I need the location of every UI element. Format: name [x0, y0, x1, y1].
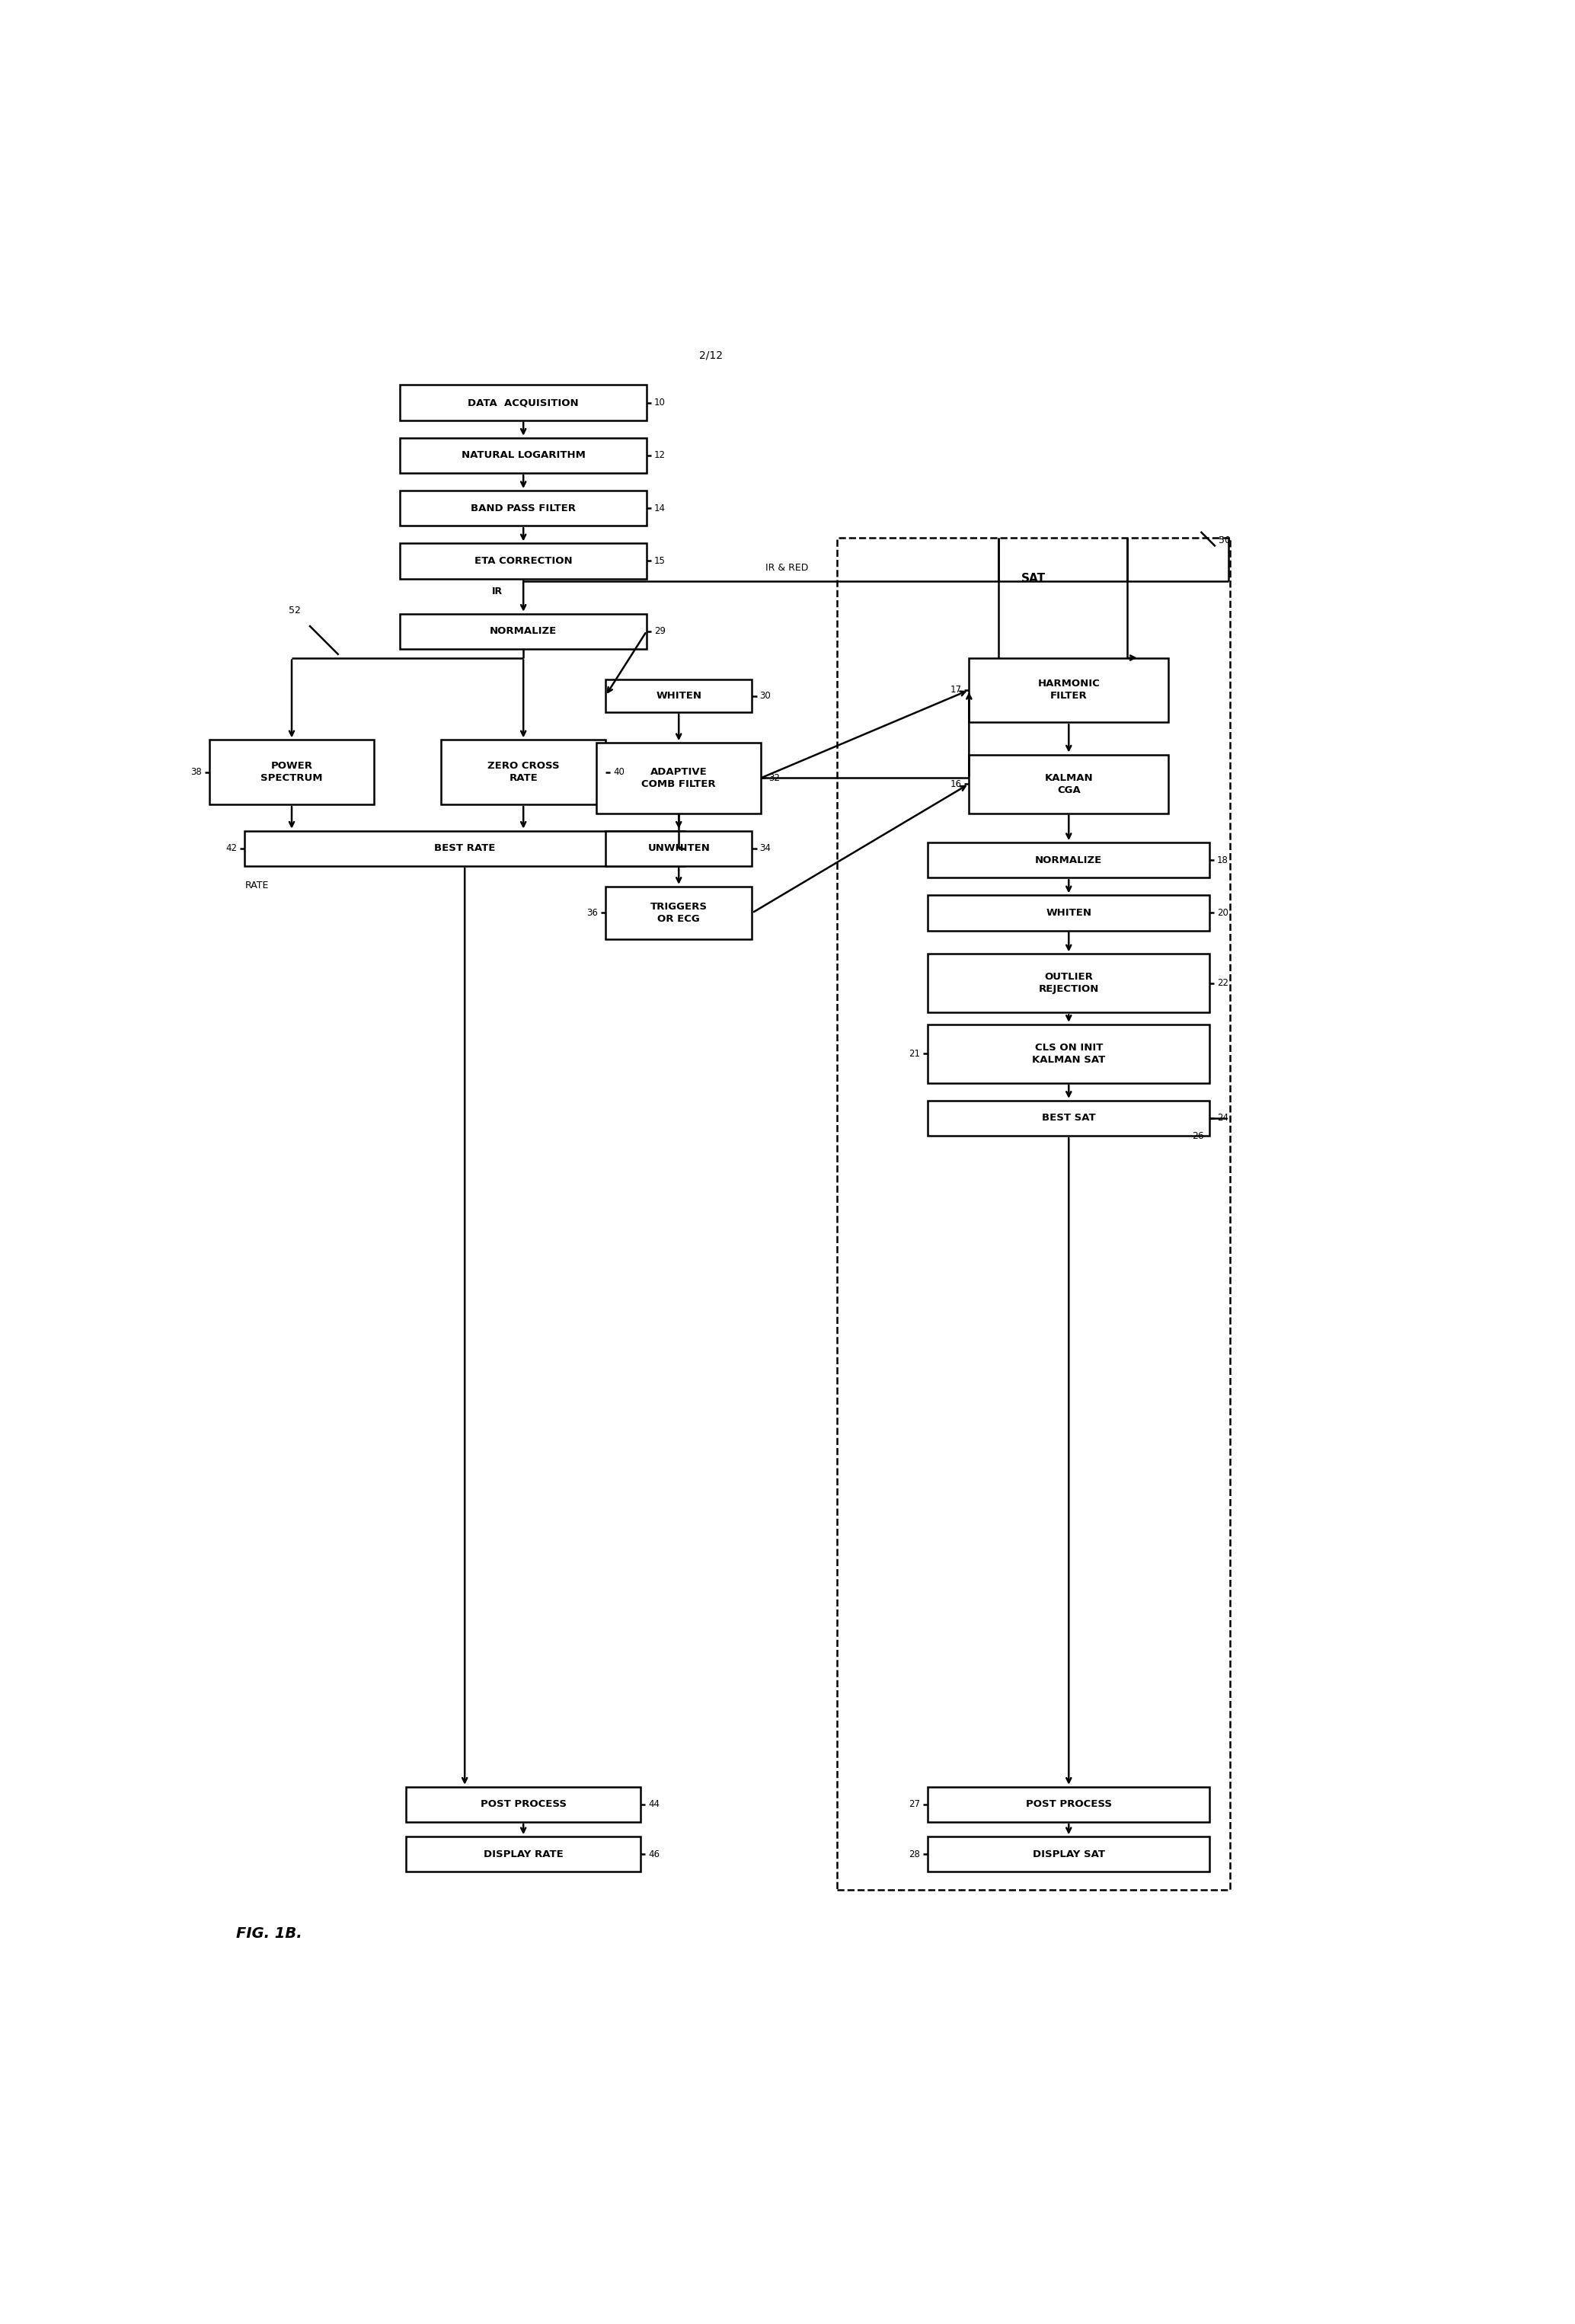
Text: DATA  ACQUISITION: DATA ACQUISITION	[468, 397, 578, 407]
Bar	[928, 844, 1210, 878]
Bar	[928, 1025, 1210, 1083]
Text: WHITEN: WHITEN	[1046, 909, 1091, 918]
Bar	[969, 658, 1169, 723]
Text: DISPLAY RATE: DISPLAY RATE	[484, 1850, 564, 1859]
Text: 14: 14	[654, 504, 666, 514]
Bar	[209, 739, 373, 804]
Text: 38: 38	[191, 767, 202, 776]
Bar	[928, 895, 1210, 930]
Text: POST PROCESS: POST PROCESS	[1025, 1799, 1112, 1810]
Text: 42: 42	[225, 844, 238, 853]
Text: 24: 24	[1217, 1113, 1229, 1122]
Text: 44: 44	[649, 1799, 660, 1810]
Bar	[244, 830, 685, 867]
Bar	[605, 830, 753, 867]
Bar	[400, 437, 646, 474]
Bar	[836, 537, 1230, 1889]
Bar	[928, 1102, 1210, 1136]
Text: IR: IR	[491, 586, 502, 597]
Text: ZERO CROSS
RATE: ZERO CROSS RATE	[487, 760, 559, 783]
Text: 10: 10	[654, 397, 666, 407]
Text: 52: 52	[288, 607, 301, 616]
Text: 21: 21	[909, 1048, 920, 1060]
Text: 46: 46	[649, 1850, 660, 1859]
Text: KALMAN
CGA: KALMAN CGA	[1044, 774, 1093, 795]
Bar	[406, 1836, 641, 1871]
Text: NORMALIZE: NORMALIZE	[1035, 855, 1102, 865]
Text: 36: 36	[586, 909, 598, 918]
Text: 34: 34	[759, 844, 772, 853]
Bar	[928, 1836, 1210, 1871]
Text: 20: 20	[1217, 909, 1229, 918]
Text: FIG. 1B.: FIG. 1B.	[236, 1927, 302, 1941]
Text: CLS ON INIT
KALMAN SAT: CLS ON INIT KALMAN SAT	[1032, 1043, 1106, 1064]
Bar	[400, 490, 646, 525]
Text: IR & RED: IR & RED	[765, 562, 808, 572]
Text: UNWHITEN: UNWHITEN	[647, 844, 710, 853]
Bar	[400, 614, 646, 648]
Text: ADAPTIVE
COMB FILTER: ADAPTIVE COMB FILTER	[641, 767, 717, 790]
Bar	[969, 755, 1169, 813]
Text: BEST SAT: BEST SAT	[1041, 1113, 1096, 1122]
Bar	[928, 1787, 1210, 1822]
Text: BAND PASS FILTER: BAND PASS FILTER	[471, 504, 576, 514]
Text: TRIGGERS
OR ECG: TRIGGERS OR ECG	[650, 902, 707, 925]
Text: SAT: SAT	[1021, 574, 1046, 583]
Bar	[605, 679, 753, 711]
Text: 29: 29	[654, 627, 666, 637]
Text: ETA CORRECTION: ETA CORRECTION	[474, 555, 572, 567]
Text: 22: 22	[1217, 978, 1229, 988]
Text: 30: 30	[759, 690, 770, 702]
Text: DISPLAY SAT: DISPLAY SAT	[1033, 1850, 1106, 1859]
Text: RATE: RATE	[244, 881, 269, 890]
Text: OUTLIER
REJECTION: OUTLIER REJECTION	[1038, 971, 1099, 995]
Bar	[605, 885, 753, 939]
Text: NATURAL LOGARITHM: NATURAL LOGARITHM	[461, 451, 586, 460]
Text: POWER
SPECTRUM: POWER SPECTRUM	[261, 760, 323, 783]
Text: 18: 18	[1217, 855, 1229, 865]
Text: 26: 26	[1192, 1132, 1203, 1141]
Text: 2/12: 2/12	[699, 351, 723, 360]
Text: NORMALIZE: NORMALIZE	[490, 627, 558, 637]
Text: 12: 12	[654, 451, 666, 460]
Text: 16: 16	[950, 779, 961, 788]
Text: 28: 28	[909, 1850, 920, 1859]
Text: HARMONIC
FILTER: HARMONIC FILTER	[1038, 679, 1099, 702]
Bar	[406, 1787, 641, 1822]
Bar	[400, 386, 646, 421]
Text: 27: 27	[909, 1799, 920, 1810]
Text: 15: 15	[654, 555, 666, 567]
Bar	[928, 953, 1210, 1013]
Bar	[400, 544, 646, 579]
Text: 32: 32	[769, 774, 780, 783]
Bar	[441, 739, 605, 804]
Bar	[597, 744, 761, 813]
Text: 17: 17	[950, 686, 961, 695]
Text: 50: 50	[1219, 535, 1230, 546]
Text: WHITEN: WHITEN	[655, 690, 701, 702]
Text: POST PROCESS: POST PROCESS	[480, 1799, 567, 1810]
Text: BEST RATE: BEST RATE	[435, 844, 495, 853]
Text: 40: 40	[613, 767, 624, 776]
